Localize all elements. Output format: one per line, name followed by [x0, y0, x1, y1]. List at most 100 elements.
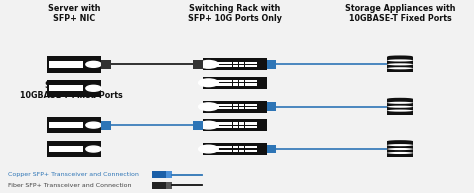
Bar — [165, 182, 172, 189]
Bar — [214, 122, 219, 124]
Ellipse shape — [387, 144, 413, 146]
Bar — [245, 146, 251, 148]
Bar — [49, 146, 83, 152]
Bar — [239, 107, 244, 109]
Ellipse shape — [387, 110, 413, 112]
Bar — [251, 150, 257, 152]
Circle shape — [86, 122, 101, 128]
Text: Server with
10GBASE-T Fixed Ports: Server with 10GBASE-T Fixed Ports — [20, 81, 123, 100]
Bar — [251, 83, 257, 85]
Bar — [214, 107, 219, 109]
Bar — [245, 62, 251, 64]
Bar — [233, 150, 238, 152]
Bar — [214, 62, 219, 64]
Text: Switching Rack with
SFP+ 10G Ports Only: Switching Rack with SFP+ 10G Ports Only — [188, 3, 282, 23]
Bar — [245, 126, 251, 128]
Bar — [101, 60, 110, 69]
Bar — [214, 80, 219, 82]
Bar — [245, 122, 251, 124]
Bar — [266, 145, 276, 153]
Circle shape — [86, 61, 101, 67]
Bar — [47, 141, 101, 157]
Bar — [251, 107, 257, 109]
Bar — [387, 99, 413, 103]
Bar — [220, 83, 226, 85]
Bar — [387, 149, 413, 153]
Bar — [193, 121, 203, 130]
Bar — [233, 107, 238, 109]
Bar — [245, 150, 251, 152]
Bar — [227, 107, 232, 109]
Bar — [245, 83, 251, 85]
Bar — [239, 80, 244, 82]
Bar — [220, 104, 226, 106]
Bar — [233, 80, 238, 82]
Bar — [239, 62, 244, 64]
Bar — [245, 107, 251, 109]
Bar — [220, 150, 226, 152]
Bar — [220, 126, 226, 128]
Circle shape — [199, 79, 219, 87]
Bar — [220, 80, 226, 82]
Ellipse shape — [387, 63, 413, 65]
Bar — [47, 117, 101, 133]
Bar — [220, 62, 226, 64]
Circle shape — [199, 61, 219, 68]
Text: Copper SFP+ Transceiver and Connection: Copper SFP+ Transceiver and Connection — [8, 172, 139, 177]
Bar — [101, 121, 110, 130]
Bar — [245, 80, 251, 82]
Bar — [233, 104, 238, 106]
Bar — [227, 150, 232, 152]
Bar — [233, 122, 238, 124]
Bar — [214, 150, 219, 152]
Bar — [245, 65, 251, 67]
Text: Server with
SFP+ NIC: Server with SFP+ NIC — [48, 3, 100, 23]
Ellipse shape — [387, 106, 413, 108]
Bar — [49, 61, 83, 68]
Bar — [266, 102, 276, 111]
Bar — [49, 85, 83, 91]
Bar — [227, 80, 232, 82]
Ellipse shape — [387, 67, 413, 69]
Bar — [387, 64, 413, 68]
Ellipse shape — [387, 98, 413, 100]
Bar — [203, 101, 266, 113]
Bar — [251, 62, 257, 64]
Bar — [220, 107, 226, 109]
Bar — [203, 119, 266, 131]
Bar — [266, 60, 276, 69]
Bar — [49, 122, 83, 128]
Bar — [233, 65, 238, 67]
Bar — [227, 65, 232, 67]
Bar — [387, 103, 413, 107]
Bar — [387, 60, 413, 64]
Bar — [387, 153, 413, 157]
Bar — [227, 126, 232, 128]
Ellipse shape — [387, 152, 413, 154]
Text: Storage Appliances with
10GBASE-T Fixed Ports: Storage Appliances with 10GBASE-T Fixed … — [345, 3, 456, 23]
Circle shape — [199, 121, 219, 129]
Bar — [165, 171, 172, 179]
Bar — [153, 171, 165, 179]
Bar — [239, 150, 244, 152]
Bar — [203, 58, 266, 70]
Bar — [239, 83, 244, 85]
Bar — [251, 122, 257, 124]
Circle shape — [86, 146, 101, 152]
Bar — [387, 145, 413, 149]
Ellipse shape — [387, 148, 413, 150]
Ellipse shape — [387, 140, 413, 142]
Bar — [387, 107, 413, 111]
Bar — [239, 104, 244, 106]
Bar — [251, 126, 257, 128]
Bar — [251, 104, 257, 106]
Bar — [227, 146, 232, 148]
Bar — [227, 62, 232, 64]
Bar — [220, 65, 226, 67]
Bar — [239, 122, 244, 124]
Bar — [47, 80, 101, 96]
Ellipse shape — [387, 55, 413, 58]
Bar — [233, 83, 238, 85]
Bar — [239, 126, 244, 128]
Bar — [227, 122, 232, 124]
